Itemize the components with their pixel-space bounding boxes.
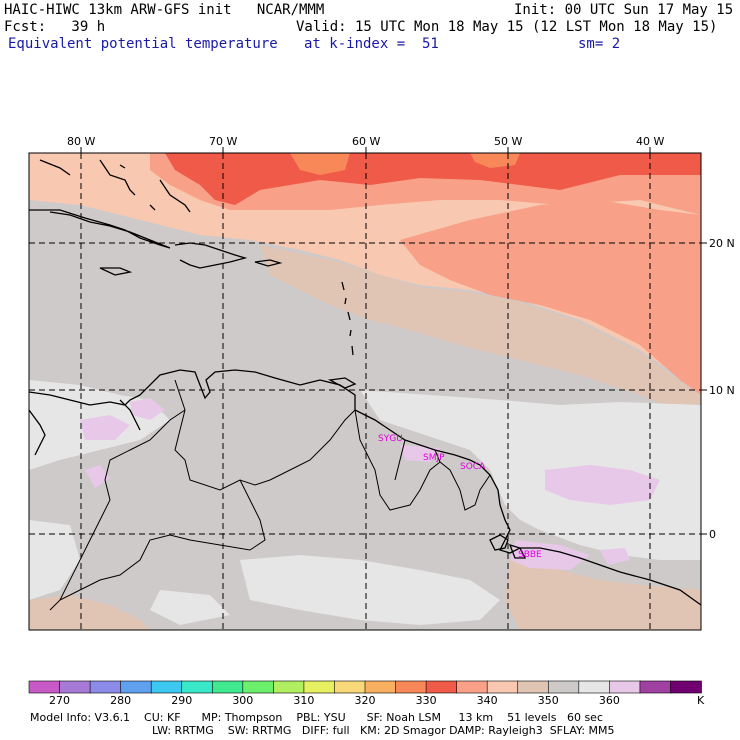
- colorbar-tick-label: 310: [293, 694, 314, 707]
- colorbar-swatch: [486, 680, 519, 694]
- colorbar-swatch: [273, 680, 305, 694]
- map-frame: [28, 152, 702, 631]
- colorbar-swatch: [89, 680, 122, 694]
- station-sygu: SYGU: [378, 434, 403, 444]
- colorbar-tick-label: 320: [355, 694, 376, 707]
- colorbar-tick-label: 280: [110, 694, 131, 707]
- colorbar-unit: K: [697, 694, 705, 707]
- country-borders: [49, 379, 491, 611]
- colorbar-swatch: [211, 680, 244, 694]
- colorbar-swatch: [242, 680, 275, 694]
- axis-ticks: [80, 147, 707, 535]
- colorbar-swatch: [28, 680, 61, 694]
- colorbar-tick-label: 330: [416, 694, 437, 707]
- colorbar-tick-label: 300: [232, 694, 253, 707]
- smoothing-info: sm= 2: [578, 36, 621, 52]
- init-time: Init: 00 UTC Sun 17 May 15: [514, 2, 734, 18]
- colorbar: [28, 680, 702, 694]
- colorbar-swatch: [456, 680, 488, 694]
- station-soca: SOCA: [460, 462, 486, 472]
- colorbar-swatch: [609, 680, 641, 694]
- forecast-hour: Fcst: 39 h: [4, 19, 106, 35]
- lat-label-10n: 10 N: [709, 384, 735, 397]
- lat-label-20n: 20 N: [709, 237, 735, 250]
- colorbar-swatch: [547, 680, 580, 694]
- coastlines: [29, 159, 701, 606]
- colorbar-swatch: [670, 680, 702, 694]
- colorbar-swatch: [181, 680, 214, 694]
- colorbar-swatch: [639, 680, 672, 694]
- colorbar-tick-labels: 270 280 290 300 310 320 330 340 350 360: [49, 694, 620, 707]
- colorbar-swatch: [395, 680, 427, 694]
- lon-label-50w: 50 W: [494, 135, 522, 148]
- colorbar-swatch: [59, 680, 91, 694]
- colorbar-swatch: [364, 680, 397, 694]
- colorbar-swatch: [425, 680, 458, 694]
- theta-e-field: [29, 153, 701, 630]
- field-name: Equivalent potential temperature: [8, 36, 278, 52]
- lat-label-0: 0: [709, 528, 716, 541]
- colorbar-tick-label: 350: [538, 694, 559, 707]
- model-title: HAIC-HIWC 13km ARW-GFS init NCAR/MMM: [4, 2, 325, 18]
- valid-time: Valid: 15 UTC Mon 18 May 15 (12 LST Mon …: [296, 19, 718, 35]
- lon-label-60w: 60 W: [352, 135, 380, 148]
- lon-label-70w: 70 W: [209, 135, 237, 148]
- lon-label-80w: 80 W: [67, 135, 95, 148]
- model-info-line2: LW: RRTMG SW: RRTMG DIFF: full KM: 2D Sm…: [152, 724, 615, 737]
- model-info-line1: Model Info: V3.6.1 CU: KF MP: Thompson P…: [30, 711, 603, 724]
- colorbar-swatch: [303, 680, 336, 694]
- colorbar-tick-label: 360: [599, 694, 620, 707]
- colorbar-swatch: [150, 680, 183, 694]
- colorbar-swatch: [578, 680, 611, 694]
- colorbar-tick-label: 340: [477, 694, 498, 707]
- colorbar-swatch: [120, 680, 152, 694]
- colorbar-swatch: [517, 680, 550, 694]
- station-smjp: SMJP: [423, 453, 445, 463]
- colorbar-tick-label: 270: [49, 694, 70, 707]
- lat-lon-grid: [29, 153, 701, 630]
- station-sbbe: SBBE: [518, 550, 542, 560]
- level-info: at k-index = 51: [304, 36, 439, 52]
- colorbar-tick-label: 290: [171, 694, 192, 707]
- colorbar-swatch: [334, 680, 366, 694]
- lon-label-40w: 40 W: [636, 135, 664, 148]
